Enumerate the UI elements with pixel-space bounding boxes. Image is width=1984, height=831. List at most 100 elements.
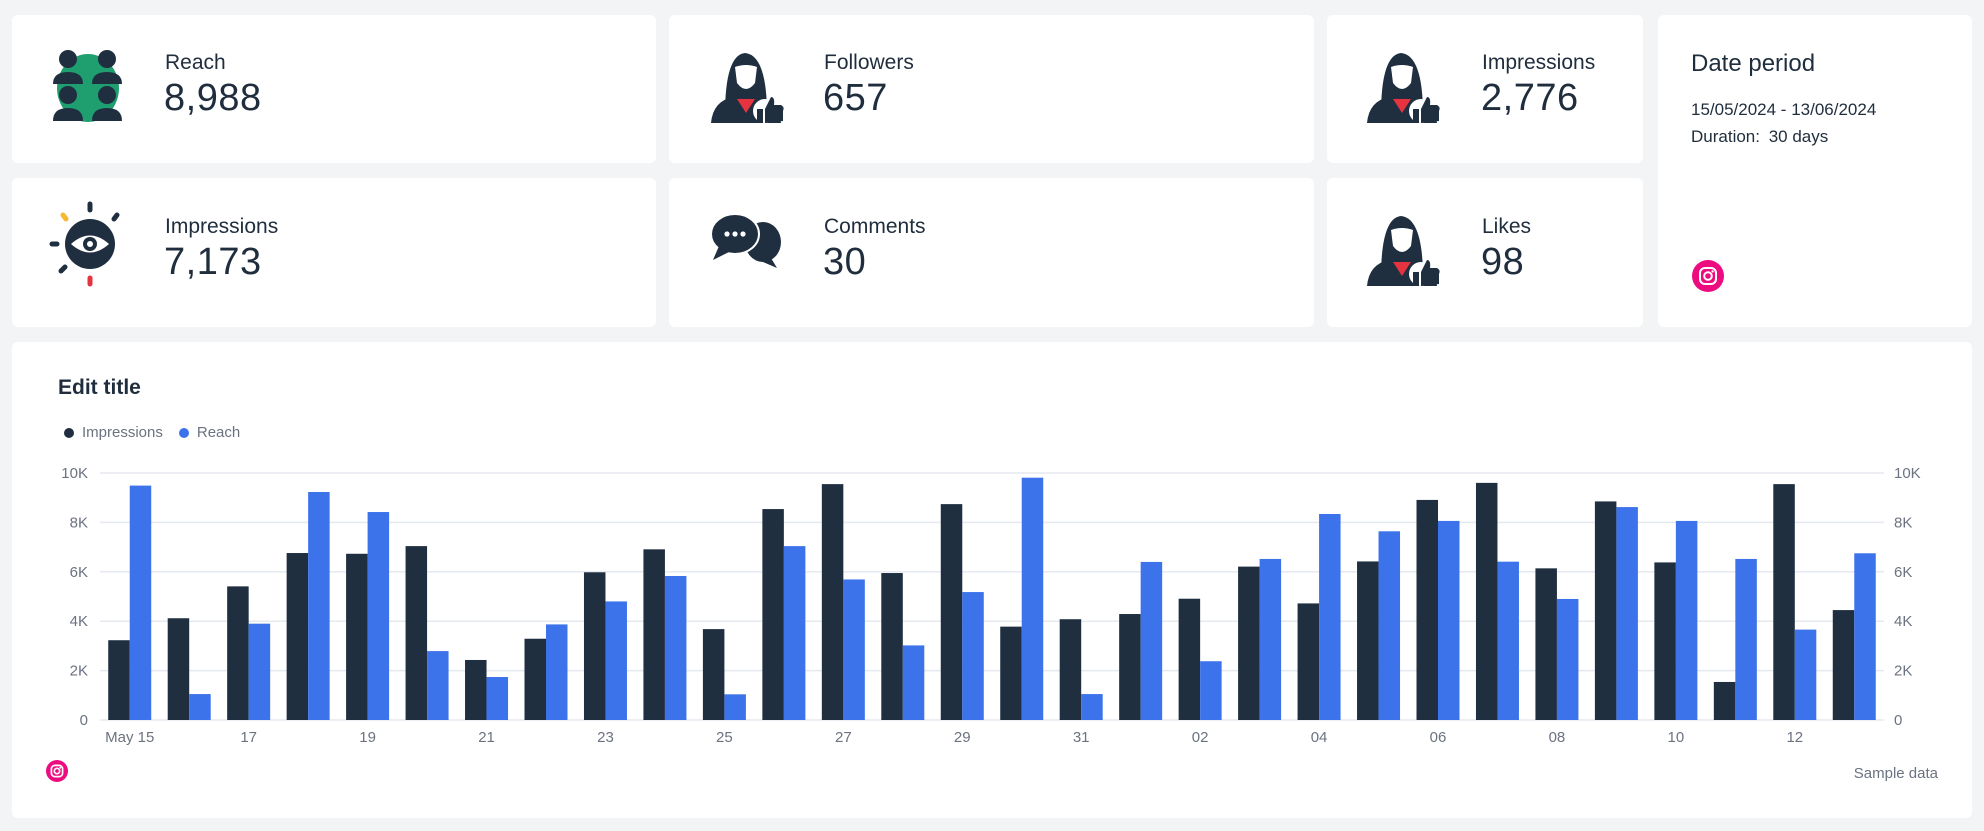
bar-impressions[interactable]: [1594, 501, 1617, 720]
bar-reach[interactable]: [1735, 558, 1757, 720]
bar-reach[interactable]: [1438, 520, 1460, 720]
bar-impressions[interactable]: [108, 640, 130, 720]
y-tick-right: 10K: [1894, 465, 1921, 482]
bar-reach[interactable]: [1616, 507, 1638, 720]
bar-reach[interactable]: [1794, 629, 1817, 720]
bar-impressions[interactable]: [227, 586, 249, 720]
bar-impressions[interactable]: [1713, 681, 1736, 720]
kpi-value: 7,173: [164, 241, 262, 283]
y-tick-left: 4K: [70, 613, 88, 630]
bar-impressions[interactable]: [405, 546, 428, 720]
bar-reach[interactable]: [1021, 477, 1044, 720]
bar-impressions[interactable]: [1357, 561, 1379, 720]
y-tick-right: 0: [1894, 712, 1902, 729]
bar-impressions[interactable]: [1238, 566, 1260, 720]
bar-reach[interactable]: [1854, 553, 1876, 720]
bar-reach[interactable]: [1081, 694, 1103, 720]
bar-impressions[interactable]: [940, 504, 963, 720]
duration-label: Duration:: [1691, 127, 1760, 146]
bar-impressions[interactable]: [1178, 598, 1201, 720]
bar-impressions[interactable]: [1059, 619, 1082, 720]
bar-impressions[interactable]: [1654, 562, 1676, 720]
bar-reach[interactable]: [189, 694, 211, 720]
kpi-value: 98: [1481, 241, 1525, 283]
bar-impressions[interactable]: [1416, 499, 1439, 720]
bar-reach[interactable]: [1675, 520, 1698, 720]
legend-item-impressions[interactable]: Impressions: [64, 424, 163, 441]
x-tick-label: 19: [359, 729, 376, 746]
bar-reach[interactable]: [427, 651, 449, 720]
y-tick-right: 2K: [1894, 663, 1912, 680]
bar-reach[interactable]: [129, 485, 152, 720]
bar-impressions[interactable]: [1475, 482, 1498, 720]
bar-reach[interactable]: [1556, 598, 1579, 720]
bar-impressions[interactable]: [881, 573, 903, 720]
kpi-value: 657: [823, 77, 888, 119]
y-tick-right: 4K: [1894, 613, 1912, 630]
bar-reach[interactable]: [1319, 514, 1341, 720]
bar-impressions[interactable]: [583, 572, 606, 720]
bar-reach[interactable]: [546, 624, 568, 720]
bar-impressions[interactable]: [465, 659, 487, 720]
duration-value: 30 days: [1768, 127, 1829, 146]
bar-impressions[interactable]: [762, 509, 784, 720]
kpi-label: Followers: [824, 51, 914, 74]
x-tick-label: 17: [240, 729, 257, 746]
bar-reach[interactable]: [486, 677, 509, 720]
bar-reach[interactable]: [1259, 558, 1282, 720]
bar-chart: 0 0 2K 2K 4K 4K 6K 6K 8K 8K 10K 10K May 15 17 19 21 23 25…: [61, 465, 1921, 746]
bar-impressions[interactable]: [1297, 603, 1320, 720]
bar-impressions[interactable]: [524, 638, 547, 720]
y-tick-left: 8K: [70, 514, 88, 531]
y-tick-left: 0: [80, 712, 88, 729]
legend-label: Reach: [196, 424, 241, 441]
bar-impressions[interactable]: [1000, 626, 1022, 720]
instagram-icon[interactable]: [1692, 260, 1724, 292]
legend-item-reach[interactable]: Reach: [178, 424, 241, 441]
bar-impressions[interactable]: [821, 484, 844, 720]
bar-reach[interactable]: [902, 645, 925, 720]
bar-impressions[interactable]: [1535, 568, 1557, 720]
x-tick-label: 10: [1668, 729, 1685, 746]
bar-impressions[interactable]: [167, 618, 190, 720]
bar-reach[interactable]: [1497, 561, 1519, 720]
bar-reach[interactable]: [962, 592, 984, 720]
bar-reach[interactable]: [308, 492, 330, 720]
bar-reach[interactable]: [1378, 531, 1401, 720]
eye-icon: [49, 201, 120, 287]
kpi-card-impressions-top: Impressions 2,776: [1327, 15, 1643, 163]
chart-card: Edit title Impressions Reach 0 0 2K 2K 4K 4K 6…: [12, 342, 1972, 818]
instagram-icon[interactable]: [46, 760, 68, 782]
bar-reach[interactable]: [843, 579, 865, 720]
kpi-value: 30: [823, 241, 867, 283]
bar-impressions[interactable]: [286, 553, 309, 720]
bar-reach[interactable]: [1140, 561, 1163, 720]
bar-impressions[interactable]: [702, 629, 725, 720]
kpi-label: Impressions: [1482, 51, 1596, 74]
bar-impressions[interactable]: [346, 553, 368, 720]
bar-impressions[interactable]: [643, 549, 665, 720]
bar-reach[interactable]: [1200, 661, 1222, 720]
legend-label: Impressions: [82, 424, 163, 441]
bar-impressions[interactable]: [1773, 484, 1795, 720]
x-tick-label: 08: [1549, 729, 1566, 746]
x-tick-label: 27: [835, 729, 852, 746]
kpi-card-likes: Likes 98: [1327, 178, 1643, 327]
y-tick-left: 6K: [70, 564, 88, 581]
bar-reach[interactable]: [605, 601, 627, 720]
bar-reach[interactable]: [367, 512, 390, 720]
bar-impressions[interactable]: [1119, 614, 1141, 720]
kpi-label: Reach: [165, 51, 226, 74]
kpi-card-reach: Reach 8,988: [12, 15, 656, 163]
chat-bubbles-icon: [710, 213, 781, 268]
bar-reach[interactable]: [248, 623, 271, 720]
x-tick-label: 23: [597, 729, 614, 746]
kpi-card-impressions: Impressions 7,173: [12, 178, 656, 327]
chart-title[interactable]: Edit title: [58, 376, 141, 399]
y-tick-right: 8K: [1894, 514, 1912, 531]
bar-reach[interactable]: [664, 575, 687, 720]
bar-reach[interactable]: [724, 694, 746, 720]
x-tick-label: 02: [1192, 729, 1209, 746]
bar-impressions[interactable]: [1832, 610, 1855, 720]
bar-reach[interactable]: [783, 546, 806, 720]
